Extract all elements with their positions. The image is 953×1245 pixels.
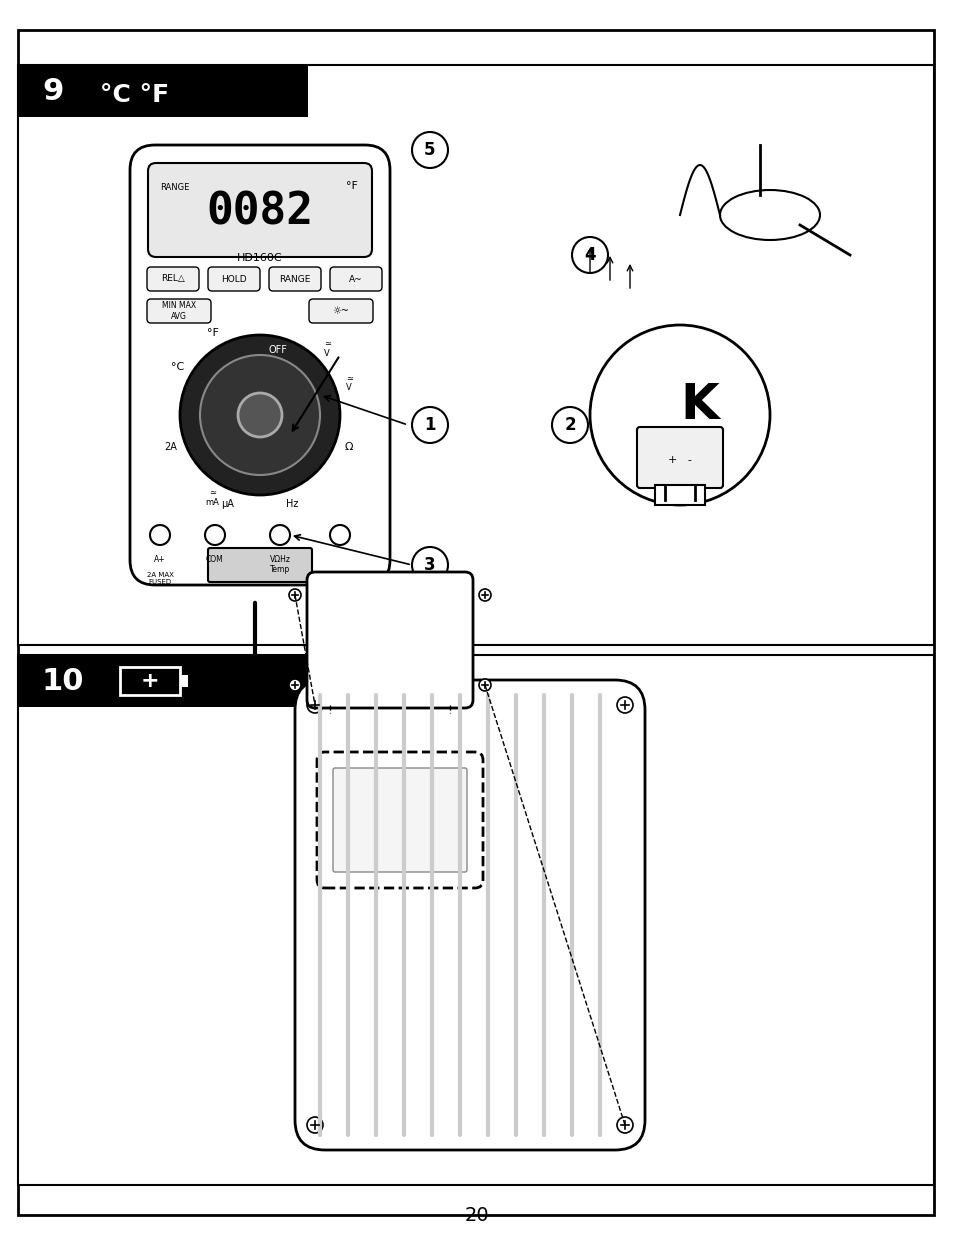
Text: A+: A+: [154, 555, 166, 564]
Text: A~: A~: [349, 274, 362, 284]
FancyBboxPatch shape: [333, 768, 467, 871]
Circle shape: [150, 525, 170, 545]
FancyBboxPatch shape: [120, 667, 180, 695]
FancyBboxPatch shape: [655, 486, 704, 505]
Circle shape: [307, 1117, 323, 1133]
Text: RANGE: RANGE: [279, 274, 311, 284]
Text: °C: °C: [171, 362, 184, 372]
Circle shape: [589, 325, 769, 505]
Circle shape: [307, 697, 323, 713]
Bar: [18, 655, 308, 707]
FancyBboxPatch shape: [637, 427, 722, 488]
Ellipse shape: [720, 190, 820, 240]
Text: 10: 10: [42, 666, 85, 696]
Circle shape: [270, 525, 290, 545]
FancyBboxPatch shape: [147, 266, 199, 291]
Text: 2: 2: [563, 416, 576, 435]
Text: Ω: Ω: [345, 442, 354, 452]
FancyBboxPatch shape: [208, 548, 312, 581]
Circle shape: [617, 1117, 633, 1133]
Bar: [18, 65, 308, 117]
Circle shape: [412, 547, 448, 583]
Circle shape: [478, 589, 491, 601]
Text: +   -: + -: [667, 454, 691, 464]
FancyBboxPatch shape: [309, 299, 373, 322]
Circle shape: [205, 525, 225, 545]
Text: 2A MAX
FUSED: 2A MAX FUSED: [147, 571, 173, 585]
Text: 20: 20: [464, 1206, 489, 1225]
FancyBboxPatch shape: [316, 752, 482, 888]
Text: ≃
V: ≃ V: [345, 372, 353, 392]
Circle shape: [412, 132, 448, 168]
Bar: [18, 65, 933, 645]
FancyBboxPatch shape: [147, 299, 211, 322]
Text: OFF: OFF: [269, 345, 287, 355]
Text: ≃
mA: ≃ mA: [205, 488, 219, 507]
Text: K: K: [679, 381, 719, 430]
FancyBboxPatch shape: [130, 144, 390, 585]
Circle shape: [412, 407, 448, 443]
FancyBboxPatch shape: [269, 266, 320, 291]
Text: REL△: REL△: [161, 274, 185, 284]
Text: HD160C: HD160C: [237, 253, 282, 263]
Circle shape: [330, 525, 350, 545]
Text: 0082: 0082: [206, 190, 314, 234]
Text: +: +: [140, 671, 159, 691]
Circle shape: [200, 355, 319, 476]
Text: °F: °F: [207, 327, 218, 337]
Text: HOLD: HOLD: [221, 274, 247, 284]
Text: Hz: Hz: [286, 499, 298, 509]
Text: °F: °F: [346, 181, 357, 190]
FancyBboxPatch shape: [208, 266, 260, 291]
FancyBboxPatch shape: [148, 163, 372, 256]
Text: VΩHz
Temp: VΩHz Temp: [269, 555, 291, 574]
Text: ☼~: ☼~: [333, 306, 349, 316]
Circle shape: [237, 393, 282, 437]
Circle shape: [289, 679, 301, 691]
Bar: [18, 655, 933, 1185]
Circle shape: [180, 335, 339, 496]
Text: RANGE: RANGE: [160, 183, 190, 192]
FancyBboxPatch shape: [330, 266, 381, 291]
FancyBboxPatch shape: [307, 571, 473, 708]
Text: 3: 3: [424, 557, 436, 574]
Text: °C °F: °C °F: [100, 83, 169, 107]
Text: 2A: 2A: [164, 442, 177, 452]
Text: MIN MAX
AVG: MIN MAX AVG: [162, 301, 196, 321]
Circle shape: [289, 589, 301, 601]
Text: 1: 1: [424, 416, 436, 435]
Text: ≃
V: ≃ V: [323, 339, 331, 357]
Circle shape: [572, 237, 607, 273]
FancyBboxPatch shape: [294, 680, 644, 1150]
Circle shape: [552, 407, 587, 443]
Text: COM: COM: [206, 555, 224, 564]
Text: 4: 4: [583, 247, 596, 264]
Text: µA: µA: [221, 499, 233, 509]
Text: 9: 9: [42, 76, 63, 106]
Text: 5: 5: [424, 141, 436, 159]
Circle shape: [617, 697, 633, 713]
Circle shape: [478, 679, 491, 691]
FancyBboxPatch shape: [180, 675, 188, 687]
